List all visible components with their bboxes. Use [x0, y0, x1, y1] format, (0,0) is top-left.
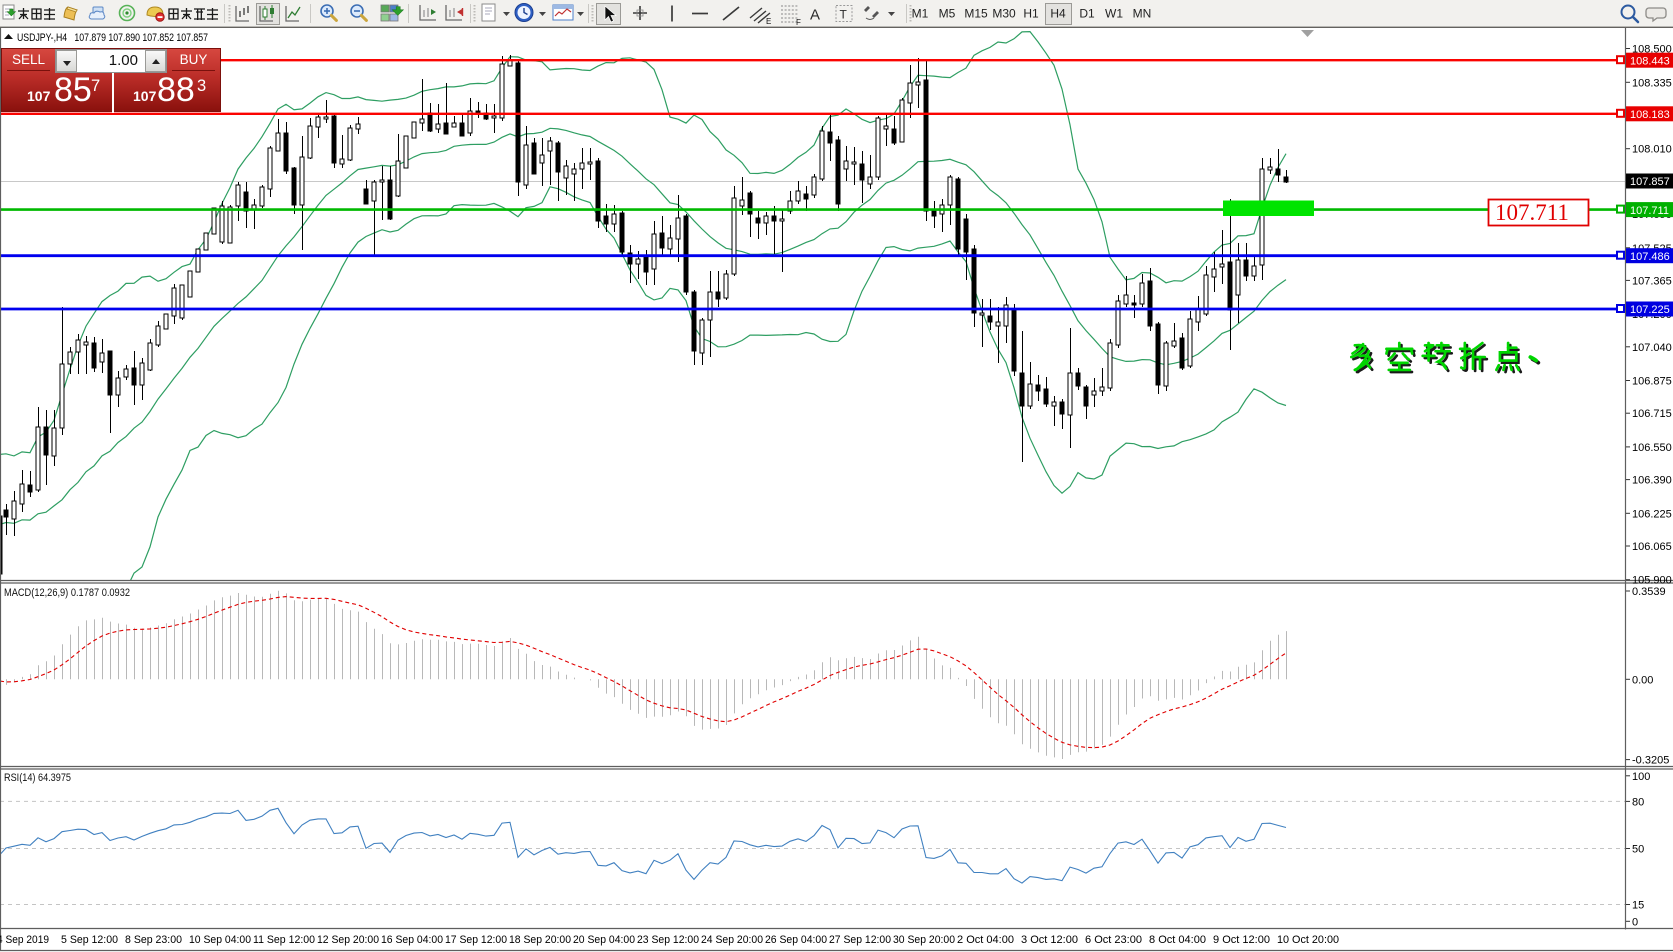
svg-text:108.183: 108.183 [1630, 109, 1670, 121]
svg-text:107.225: 107.225 [1630, 304, 1670, 316]
svg-text:T: T [840, 8, 848, 22]
svg-text:106.225: 106.225 [1632, 508, 1672, 520]
svg-text:11 Sep 12:00: 11 Sep 12:00 [253, 934, 315, 946]
svg-text:100: 100 [1632, 771, 1650, 783]
svg-text:8 Oct 04:00: 8 Oct 04:00 [1149, 934, 1206, 946]
svg-text:17 Sep 12:00: 17 Sep 12:00 [445, 934, 507, 946]
svg-text:107.040: 107.040 [1632, 342, 1672, 354]
svg-text:W1: W1 [1105, 7, 1123, 21]
svg-text:E: E [766, 17, 771, 26]
svg-text:15: 15 [1632, 900, 1644, 912]
svg-text:0: 0 [1632, 916, 1638, 928]
svg-text:H1: H1 [1023, 7, 1039, 21]
svg-text:M5: M5 [939, 7, 956, 21]
svg-text:20 Sep 04:00: 20 Sep 04:00 [573, 934, 635, 946]
svg-text:107.365: 107.365 [1632, 275, 1672, 287]
svg-text:107.486: 107.486 [1630, 251, 1670, 263]
svg-text:MACD(12,26,9) 0.1787 0.0932: MACD(12,26,9) 0.1787 0.0932 [4, 587, 130, 599]
svg-text:108.500: 108.500 [1632, 44, 1672, 56]
svg-text:106.390: 106.390 [1632, 475, 1672, 487]
svg-text:23 Sep 12:00: 23 Sep 12:00 [637, 934, 699, 946]
svg-text:3 Oct 12:00: 3 Oct 12:00 [1021, 934, 1078, 946]
svg-text:30 Sep 20:00: 30 Sep 20:00 [893, 934, 955, 946]
svg-text:108.010: 108.010 [1632, 144, 1672, 156]
svg-text:107.711: 107.711 [1495, 200, 1569, 225]
svg-text:8 Sep 23:00: 8 Sep 23:00 [125, 934, 182, 946]
svg-text:27 Sep 12:00: 27 Sep 12:00 [829, 934, 891, 946]
svg-text:MN: MN [1133, 7, 1152, 21]
svg-text:USDJPY-,H4 107.879 107.890 1: USDJPY-,H4 107.879 107.890 107.852 107.8… [17, 32, 208, 44]
svg-text:24 Sep 20:00: 24 Sep 20:00 [701, 934, 763, 946]
svg-text:RSI(14) 64.3975: RSI(14) 64.3975 [4, 772, 71, 784]
svg-text:10 Sep 04:00: 10 Sep 04:00 [189, 934, 251, 946]
svg-text:6 Oct 23:00: 6 Oct 23:00 [1085, 934, 1142, 946]
svg-text:105.900: 105.900 [1632, 575, 1672, 587]
svg-text:106.715: 106.715 [1632, 408, 1672, 420]
svg-text:10 Oct 20:00: 10 Oct 20:00 [1277, 934, 1339, 946]
svg-text:0.3539: 0.3539 [1632, 586, 1666, 598]
svg-text:18 Sep 20:00: 18 Sep 20:00 [509, 934, 571, 946]
svg-text:0.00: 0.00 [1632, 674, 1653, 686]
svg-text:16 Sep 04:00: 16 Sep 04:00 [381, 934, 443, 946]
svg-text:80: 80 [1632, 796, 1644, 808]
svg-text:D1: D1 [1079, 7, 1095, 21]
svg-text:5 Sep 12:00: 5 Sep 12:00 [61, 934, 118, 946]
svg-text:M15: M15 [964, 7, 988, 21]
svg-text:108.443: 108.443 [1630, 55, 1670, 67]
svg-text:2 Oct 04:00: 2 Oct 04:00 [957, 934, 1014, 946]
svg-text:F: F [796, 18, 801, 27]
svg-text:-0.3205: -0.3205 [1632, 755, 1669, 767]
svg-text:M1: M1 [912, 7, 929, 21]
svg-text:106.550: 106.550 [1632, 442, 1672, 454]
svg-text:4 Sep 2019: 4 Sep 2019 [0, 934, 49, 946]
svg-text:A: A [810, 7, 820, 24]
svg-text:H4: H4 [1050, 7, 1066, 21]
svg-text:26 Sep 04:00: 26 Sep 04:00 [765, 934, 827, 946]
svg-text:M30: M30 [992, 7, 1016, 21]
svg-text:50: 50 [1632, 844, 1644, 856]
svg-text:108.335: 108.335 [1632, 77, 1672, 89]
svg-text:107.857: 107.857 [1630, 176, 1670, 188]
svg-text:107.711: 107.711 [1630, 205, 1669, 217]
svg-text:12 Sep 20:00: 12 Sep 20:00 [317, 934, 379, 946]
svg-text:9 Oct 12:00: 9 Oct 12:00 [1213, 934, 1270, 946]
svg-text:106.065: 106.065 [1632, 541, 1672, 553]
svg-text:106.875: 106.875 [1632, 376, 1672, 388]
